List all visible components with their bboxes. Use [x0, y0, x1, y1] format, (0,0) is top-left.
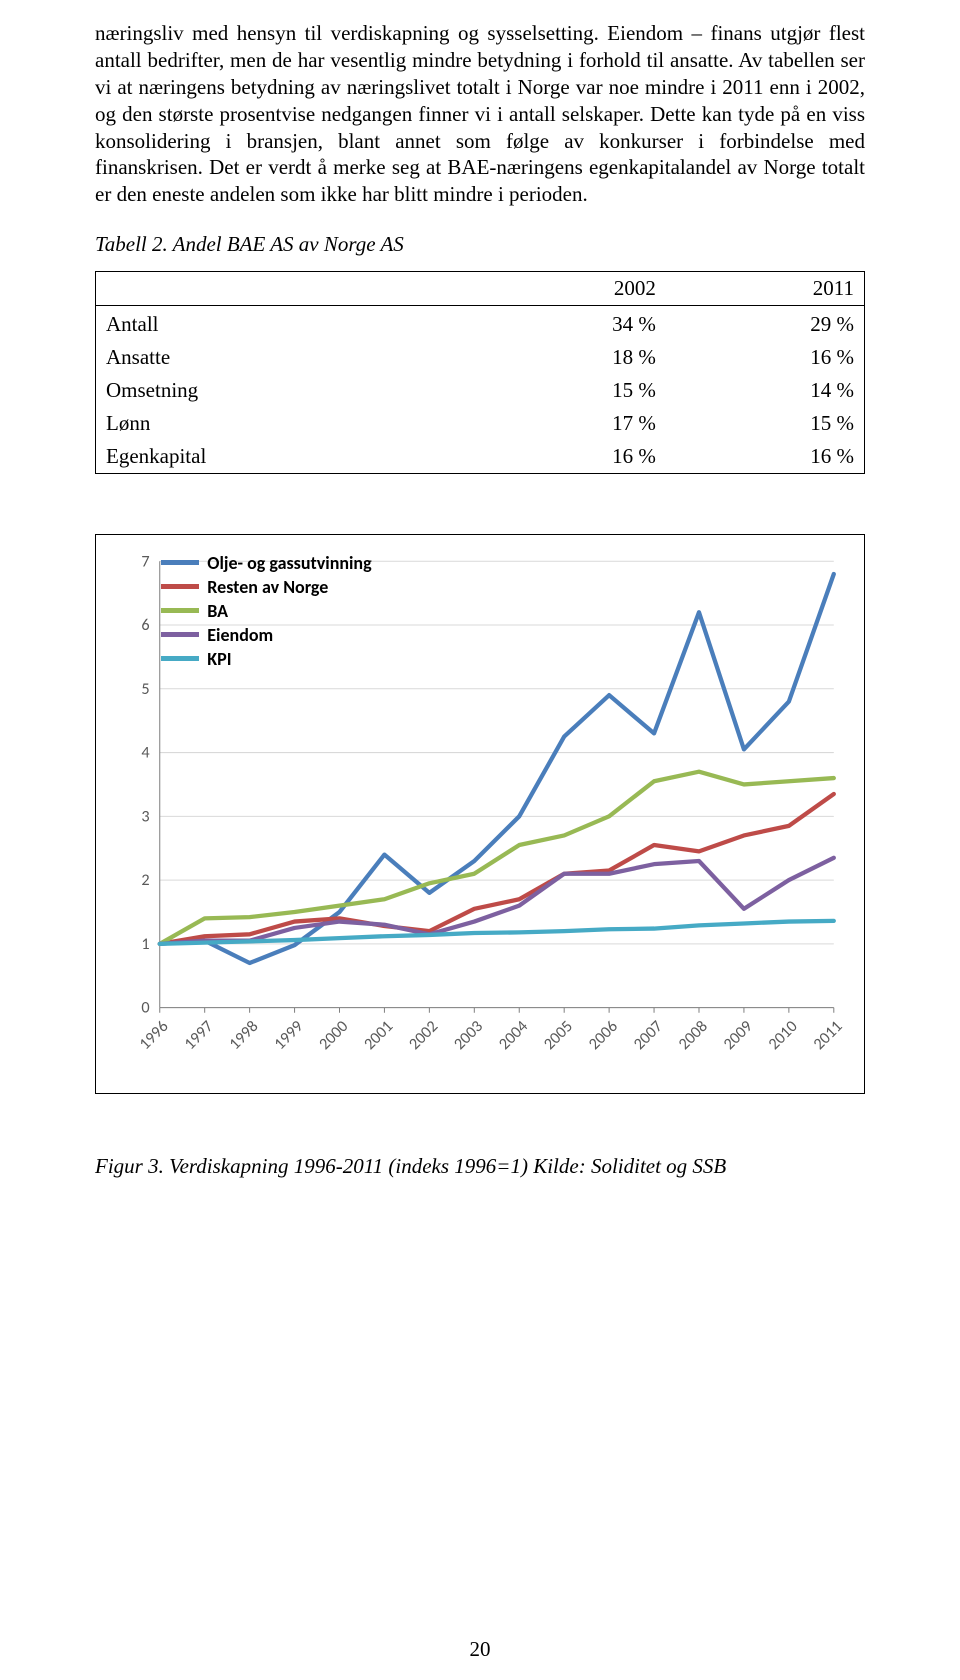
- table-row: Lønn17 %15 %: [96, 407, 865, 440]
- svg-text:4: 4: [141, 743, 149, 763]
- body-paragraph: næringsliv med hensyn til verdiskapning …: [95, 20, 865, 208]
- table-row: Ansatte18 %16 %: [96, 341, 865, 374]
- legend-swatch: [161, 656, 199, 661]
- legend-swatch: [161, 560, 199, 565]
- table-cell: 29 %: [666, 306, 865, 342]
- svg-text:2008: 2008: [674, 1017, 711, 1055]
- table-cell: Egenkapital: [96, 440, 469, 474]
- svg-text:2007: 2007: [629, 1017, 666, 1055]
- svg-text:2009: 2009: [719, 1017, 756, 1055]
- line-chart: 0 1 2 3 4 5 6 7 19961997199819992000200120022003…: [95, 534, 865, 1094]
- table-cell: Omsetning: [96, 374, 469, 407]
- svg-text:2002: 2002: [405, 1017, 442, 1055]
- col-header: 2002: [469, 272, 666, 306]
- table-cell: 14 %: [666, 374, 865, 407]
- col-header: [96, 272, 469, 306]
- svg-text:2010: 2010: [764, 1017, 801, 1055]
- svg-text:0: 0: [141, 998, 149, 1018]
- table-cell: 16 %: [469, 440, 666, 474]
- legend-label: Resten av Norge: [207, 576, 328, 598]
- table-row: Antall34 %29 %: [96, 306, 865, 342]
- svg-text:2011: 2011: [809, 1017, 846, 1055]
- col-header: 2011: [666, 272, 865, 306]
- table-row: Egenkapital16 %16 %: [96, 440, 865, 474]
- table-cell: Ansatte: [96, 341, 469, 374]
- chart-legend: Olje- og gassutvinningResten av NorgeBAE…: [161, 552, 371, 672]
- table-cell: 18 %: [469, 341, 666, 374]
- svg-text:3: 3: [141, 807, 149, 827]
- legend-item: Eiendom: [161, 624, 371, 646]
- svg-text:2000: 2000: [315, 1017, 352, 1055]
- legend-label: KPI: [207, 648, 231, 670]
- svg-text:2004: 2004: [495, 1017, 532, 1055]
- legend-label: Eiendom: [207, 624, 273, 646]
- svg-text:1999: 1999: [270, 1017, 307, 1055]
- table-row: Omsetning15 %14 %: [96, 374, 865, 407]
- legend-item: BA: [161, 600, 371, 622]
- legend-label: Olje- og gassutvinning: [207, 552, 371, 574]
- svg-text:2006: 2006: [584, 1017, 621, 1055]
- svg-text:6: 6: [141, 615, 149, 635]
- legend-item: Olje- og gassutvinning: [161, 552, 371, 574]
- legend-swatch: [161, 608, 199, 613]
- svg-text:2: 2: [141, 870, 149, 890]
- legend-swatch: [161, 632, 199, 637]
- figure-caption: Figur 3. Verdiskapning 1996-2011 (indeks…: [95, 1154, 865, 1179]
- table-cell: 16 %: [666, 341, 865, 374]
- table-cell: Antall: [96, 306, 469, 342]
- table-cell: 34 %: [469, 306, 666, 342]
- svg-text:5: 5: [141, 679, 149, 699]
- table-cell: 16 %: [666, 440, 865, 474]
- svg-text:2001: 2001: [360, 1017, 397, 1055]
- svg-text:1998: 1998: [225, 1017, 262, 1055]
- svg-text:2003: 2003: [450, 1017, 487, 1055]
- svg-text:1996: 1996: [135, 1017, 172, 1055]
- legend-item: Resten av Norge: [161, 576, 371, 598]
- svg-text:1: 1: [141, 934, 149, 954]
- legend-label: BA: [207, 600, 228, 622]
- data-table: 2002 2011 Antall34 %29 %Ansatte18 %16 %O…: [95, 271, 865, 474]
- svg-text:2005: 2005: [539, 1017, 576, 1055]
- table-caption: Tabell 2. Andel BAE AS av Norge AS: [95, 232, 865, 257]
- page-number: 20: [0, 1637, 960, 1662]
- table-cell: 15 %: [469, 374, 666, 407]
- table-cell: Lønn: [96, 407, 469, 440]
- svg-text:1997: 1997: [180, 1017, 217, 1055]
- table-cell: 15 %: [666, 407, 865, 440]
- legend-swatch: [161, 584, 199, 589]
- svg-text:7: 7: [141, 551, 149, 571]
- legend-item: KPI: [161, 648, 371, 670]
- table-cell: 17 %: [469, 407, 666, 440]
